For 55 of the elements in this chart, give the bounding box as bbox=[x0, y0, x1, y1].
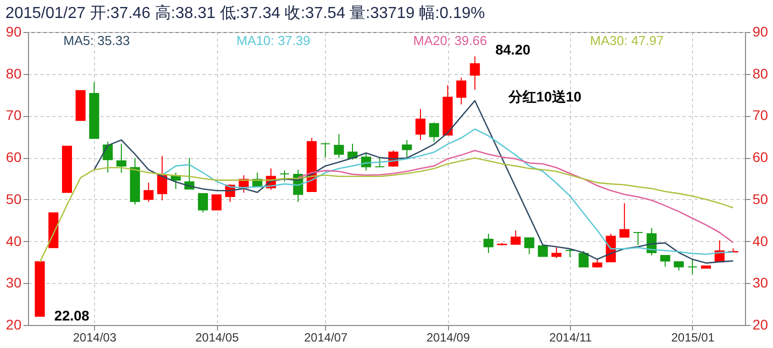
candlestick bbox=[470, 56, 480, 90]
y2-tick-label: 20 bbox=[752, 316, 768, 332]
candlestick bbox=[619, 202, 630, 238]
x-tick-label: 2014/09 bbox=[426, 330, 470, 344]
x-tick-label: 2014/05 bbox=[195, 330, 240, 344]
candlestick bbox=[510, 230, 521, 245]
candlestick bbox=[687, 258, 698, 275]
y-tick-label: 40 bbox=[6, 232, 22, 249]
candlestick bbox=[524, 237, 534, 255]
candlestick bbox=[212, 194, 222, 210]
candlestick bbox=[320, 142, 330, 158]
y2-tick-label: 60 bbox=[752, 149, 768, 166]
line-series bbox=[39, 157, 734, 263]
candlestick bbox=[483, 233, 494, 254]
text: MA10: 37.39 bbox=[236, 33, 310, 48]
candlestick bbox=[280, 170, 290, 182]
annotation: 22.08 bbox=[54, 307, 90, 324]
y-tick-label: 60 bbox=[6, 149, 22, 166]
y-tick-label: 90 bbox=[6, 24, 22, 40]
candlestick bbox=[633, 232, 644, 246]
y-tick-label: 20 bbox=[6, 316, 22, 332]
candlestick bbox=[198, 193, 208, 213]
y2-tick-label: 90 bbox=[752, 24, 768, 40]
y2-tick-label: 30 bbox=[752, 274, 768, 291]
candlestick bbox=[157, 155, 168, 201]
y-tick-label: 80 bbox=[6, 65, 22, 82]
candlestick bbox=[348, 143, 358, 160]
candlestick bbox=[429, 122, 440, 142]
candlestick bbox=[456, 77, 466, 105]
candlestick bbox=[374, 156, 385, 168]
candlestick bbox=[144, 182, 154, 202]
y2-tick-label: 40 bbox=[752, 232, 768, 249]
y2-tick-label: 50 bbox=[752, 190, 768, 207]
candlestick bbox=[402, 139, 412, 158]
chart-title: 2015/01/27 开:37.46 高:38.31 低:37.34 收:37.54 量:33719 幅:0.19% bbox=[5, 4, 485, 22]
x-tick-label: 2014/07 bbox=[304, 330, 348, 344]
candlestick bbox=[660, 255, 670, 268]
x-tick-label: 2014/11 bbox=[549, 330, 592, 344]
text: MA5: 35.33 bbox=[63, 33, 130, 48]
y-tick-label: 70 bbox=[6, 107, 22, 124]
text: MA30: 47.97 bbox=[590, 33, 664, 48]
candlestick bbox=[334, 134, 344, 158]
y2-tick-label: 70 bbox=[752, 107, 768, 124]
annotation: 84.20 bbox=[495, 41, 531, 58]
x-tick-label: 2015/01 bbox=[671, 330, 715, 344]
annotation: 分红10送10 bbox=[507, 88, 582, 105]
y2-tick-label: 80 bbox=[752, 65, 768, 82]
x-tick-label: 2014/03 bbox=[72, 330, 117, 344]
candlestick bbox=[415, 108, 426, 140]
candlestick bbox=[578, 250, 589, 268]
candlestick bbox=[551, 247, 562, 259]
candlestick bbox=[116, 143, 126, 174]
y-tick-label: 50 bbox=[6, 190, 22, 207]
y-tick-label: 30 bbox=[6, 274, 22, 291]
text: MA20: 39.66 bbox=[413, 33, 487, 48]
